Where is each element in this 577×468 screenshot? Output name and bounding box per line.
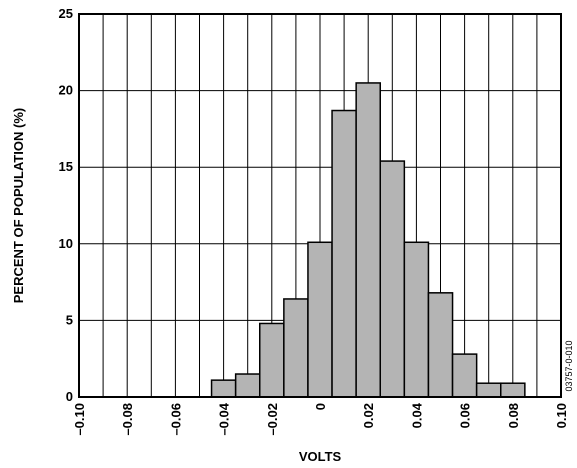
x-axis-ticks: –0.10 –0.08 –0.06 –0.04 –0.02 0 0.02 0.04 0.06 0.… [72, 402, 569, 435]
x-tick-label: –0.08 [120, 403, 135, 436]
y-axis-ticks: 0 5 10 15 20 25 [59, 6, 73, 404]
histogram-bar [307, 241, 333, 398]
x-tick-label: –0.10 [72, 403, 87, 436]
x-tick-label: 0.02 [361, 403, 376, 428]
x-tick-label: 0 [313, 403, 328, 410]
y-tick-label: 15 [59, 159, 73, 174]
x-tick-label: 0.04 [409, 402, 424, 428]
x-tick-label: 0.10 [554, 403, 569, 428]
x-axis-title: VOLTS [299, 449, 342, 464]
x-tick-label: –0.02 [265, 403, 280, 436]
y-axis-title: PERCENT OF POPULATION (%) [11, 108, 26, 303]
histogram-bar [403, 241, 430, 398]
plot-frame [78, 13, 562, 398]
histogram-bar [427, 292, 454, 398]
y-tick-label: 0 [66, 389, 73, 404]
histogram-bar [451, 353, 478, 398]
y-tick-label: 10 [59, 236, 73, 251]
figure-id: 03757-0-010 [564, 340, 574, 391]
histogram-bar [355, 82, 381, 398]
x-tick-label: 0.06 [458, 403, 473, 428]
y-tick-label: 25 [59, 6, 73, 21]
histogram-bar [283, 298, 309, 398]
y-tick-label: 20 [59, 83, 73, 98]
histogram-bar [379, 160, 406, 398]
x-tick-label: –0.04 [217, 402, 232, 435]
histogram-bar [500, 382, 526, 398]
x-tick-label: –0.06 [168, 403, 183, 436]
histogram-bar [210, 379, 237, 398]
x-tick-label: 0.08 [506, 403, 521, 428]
histogram-bar [234, 373, 261, 398]
histogram-bar [475, 382, 502, 398]
histogram-bar [331, 109, 357, 398]
bars [210, 82, 526, 398]
y-tick-label: 5 [66, 312, 73, 327]
histogram-bar [259, 322, 285, 398]
